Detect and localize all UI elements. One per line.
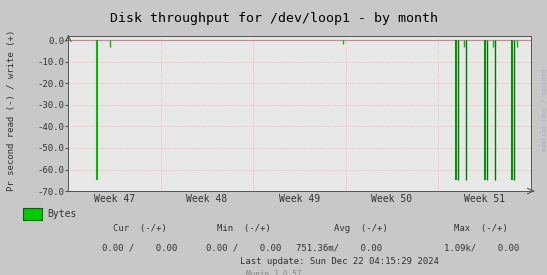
Text: 751.36m/    0.00: 751.36m/ 0.00: [296, 243, 382, 252]
Text: Last update: Sun Dec 22 04:15:29 2024: Last update: Sun Dec 22 04:15:29 2024: [240, 257, 439, 266]
Text: Avg  (-/+): Avg (-/+): [334, 224, 388, 233]
Text: 1.09k/    0.00: 1.09k/ 0.00: [444, 243, 519, 252]
Text: Bytes: Bytes: [47, 209, 76, 219]
Text: Munin 2.0.57: Munin 2.0.57: [246, 270, 301, 275]
Text: Cur  (-/+): Cur (-/+): [113, 224, 166, 233]
Text: Min  (-/+): Min (-/+): [217, 224, 270, 233]
Text: RRDTOOL / TOBI OETIKER: RRDTOOL / TOBI OETIKER: [540, 69, 545, 151]
Text: 0.00 /    0.00: 0.00 / 0.00: [206, 243, 281, 252]
FancyBboxPatch shape: [23, 208, 42, 220]
Text: 0.00 /    0.00: 0.00 / 0.00: [102, 243, 177, 252]
Text: Pr second read (-) / write (+): Pr second read (-) / write (+): [7, 29, 15, 191]
Text: Disk throughput for /dev/loop1 - by month: Disk throughput for /dev/loop1 - by mont…: [109, 12, 438, 25]
Text: Max  (-/+): Max (-/+): [455, 224, 508, 233]
